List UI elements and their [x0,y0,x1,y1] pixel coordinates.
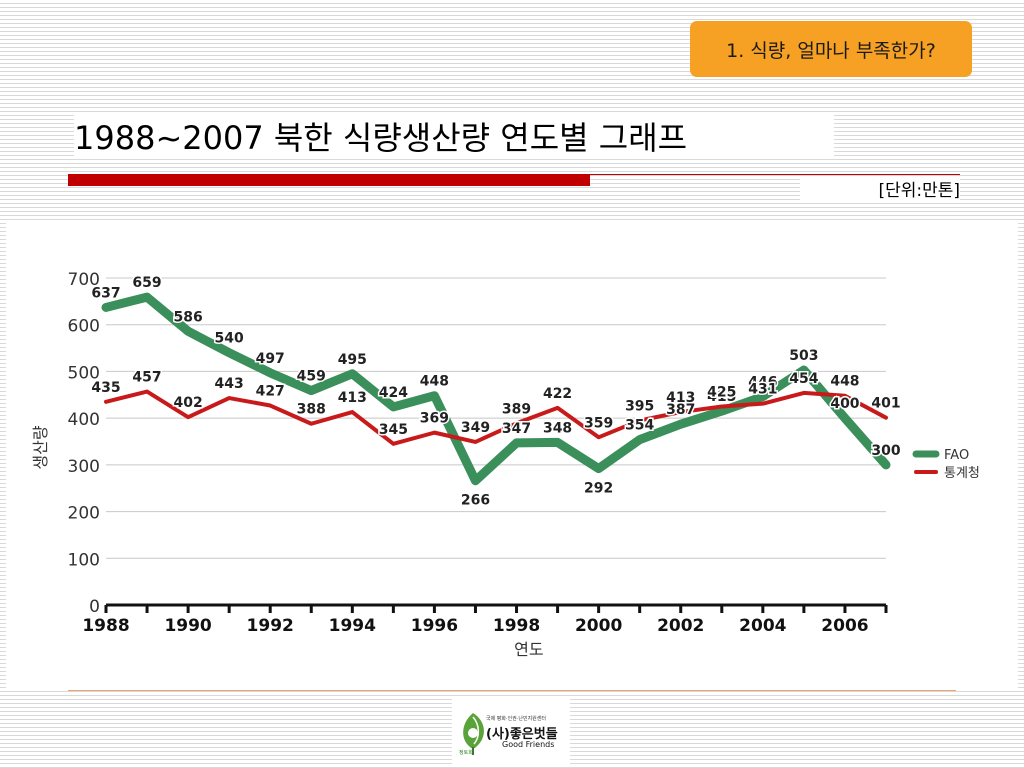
chart-panel: 0 100 200 300 400 500 600 700 1988 1990 1992 1994 19… [6,222,1018,689]
series-line-stats [104,389,888,446]
data-label: 448 [830,374,859,390]
data-label: 459 [297,369,326,385]
data-label: 503 [789,348,818,364]
data-label: 415 [707,389,736,405]
data-label: 448 [420,374,449,390]
data-label: 443 [215,376,244,392]
data-label: 495 [338,352,367,368]
leaf-icon [463,713,484,755]
data-label: 637 [91,285,120,301]
data-label: 345 [379,422,408,438]
data-label: 401 [871,396,900,412]
y-axis-label: 생산량 [31,425,50,469]
data-label: 435 [91,380,120,396]
data-label: 540 [215,331,244,347]
data-label: 457 [132,370,161,386]
data-label: 454 [789,371,818,387]
y-tick-label: 200 [68,504,100,524]
title-accent-bar [68,175,590,186]
x-tick-label: 1996 [411,616,458,636]
data-label: 354 [625,418,654,434]
legend-label: FAO [944,448,969,463]
data-label: 387 [666,402,695,418]
y-tick-label: 300 [68,457,100,477]
y-tick-label: 100 [68,550,100,570]
section-badge: 1. 식량, 얼마나 부족한가? [690,21,972,77]
data-label: 395 [625,398,654,414]
data-label: 389 [502,401,531,417]
data-label: 266 [461,493,490,509]
page-title: 1988~2007 북한 식량생산량 연도별 그래프 [74,113,834,159]
data-label: 659 [132,275,161,291]
x-tick-label: 1988 [82,616,129,636]
line-chart: 0 100 200 300 400 500 600 700 1988 1990 1992 1994 19… [31,270,980,659]
y-tick-label: 0 [89,597,100,617]
title-underline [68,174,960,175]
data-label: 347 [502,421,531,437]
data-label: 300 [871,443,900,459]
legend-label: 통계청 [944,466,980,481]
data-label: 586 [173,309,202,325]
data-label: 349 [461,420,490,436]
logo-english: Good Friends [502,740,555,749]
logo-name: (사)좋은벗들 [486,727,558,742]
data-label: 413 [338,390,367,406]
data-label: 425 [707,384,736,400]
y-tick-label: 500 [68,363,100,383]
organization-logo: 국제 평화·인권·난민지원센터 (사)좋은벗들 Good Friends 정토회 [452,697,570,765]
x-axis-label: 연도 [514,640,543,659]
data-label: 388 [297,402,326,418]
data-label: 292 [584,481,613,497]
series-line-fao [101,292,891,486]
unit-label: [단위:만톤] [800,176,960,201]
logo-small-label: 정토회 [459,750,473,756]
logo-org-line: 국제 평화·인권·난민지원센터 [486,716,546,722]
x-tick-label: 2002 [657,616,704,636]
data-label: 413 [666,390,695,406]
footer-rule [68,690,956,691]
data-label: 427 [256,384,285,400]
data-label: 424 [379,385,408,401]
data-label: 348 [543,420,572,436]
x-tick-label: 1992 [247,616,294,636]
data-label: 369 [420,411,449,427]
y-tick-label: 400 [68,410,100,430]
x-tick-label: 2000 [575,616,622,636]
data-label: 431 [748,382,777,398]
data-label: 422 [543,386,572,402]
y-tick-label: 700 [68,270,100,290]
x-tick-label: 1994 [329,616,376,636]
x-tick-label: 1990 [164,616,211,636]
x-tick-label: 2006 [821,616,868,636]
x-tick-label: 1998 [493,616,540,636]
data-label: 402 [173,395,202,411]
data-label: 497 [256,351,285,367]
data-label: 400 [830,396,859,412]
x-tick-label: 2004 [739,616,786,636]
data-label: 446 [748,375,777,391]
data-label: 359 [584,415,613,431]
y-tick-label: 600 [68,317,100,337]
